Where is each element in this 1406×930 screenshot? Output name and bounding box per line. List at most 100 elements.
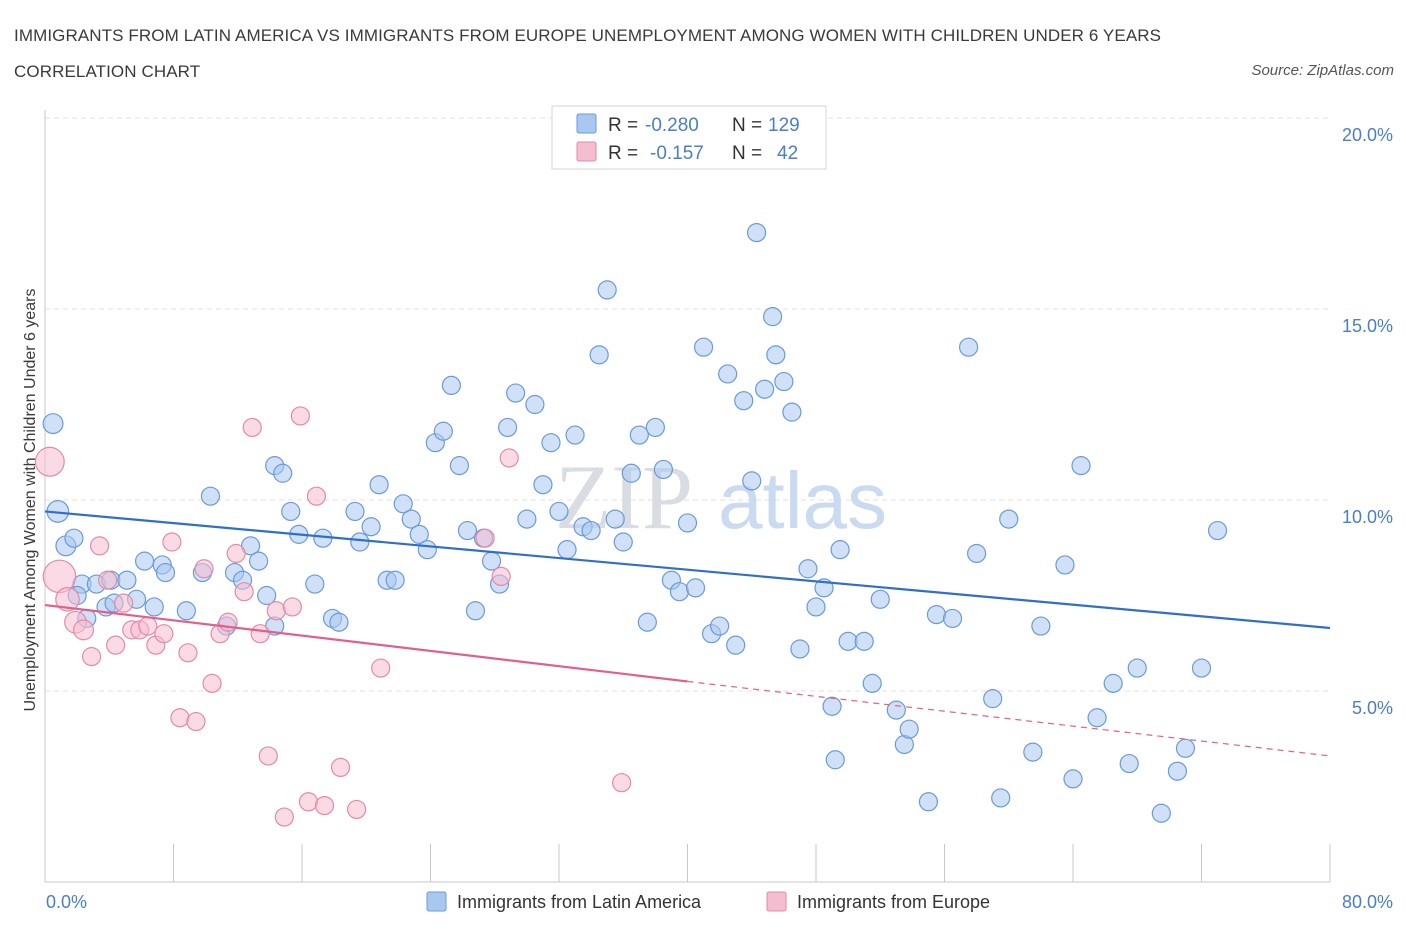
legend-r-label-latin: R = <box>608 115 638 136</box>
latin-america-point-37 <box>361 517 381 537</box>
latin-america-point-19 <box>200 486 221 506</box>
latin-america-point-25 <box>257 585 277 606</box>
latin-america-point-95 <box>822 696 842 716</box>
latin-america-point-106 <box>942 608 963 629</box>
latin-america-point-12 <box>134 551 155 571</box>
latin-america-point-103 <box>899 719 919 739</box>
latin-america-point-17 <box>176 601 196 621</box>
europe-point-12 <box>138 616 158 636</box>
latin-america-point-48 <box>449 456 470 476</box>
latin-america-point-70 <box>629 425 649 445</box>
latin-america-point-71 <box>637 612 657 632</box>
watermark-atlas: atlas <box>718 456 887 545</box>
legend-n-value-latin: 129 <box>768 115 800 136</box>
europe-point-28 <box>266 601 286 621</box>
legend-r-value-latin: -0.280 <box>645 115 699 136</box>
europe-point-16 <box>170 708 190 728</box>
latin-america-point-0 <box>42 413 64 435</box>
latin-america-point-56 <box>517 509 537 529</box>
latin-america-point-58 <box>533 475 553 495</box>
latin-america-point-98 <box>854 631 874 651</box>
latin-america-point-57 <box>525 394 545 415</box>
trend-line-europe-extrapolated <box>687 680 1331 757</box>
latin-america-point-11 <box>117 570 137 590</box>
latin-america-point-34 <box>329 612 349 632</box>
latin-america-point-105 <box>926 604 947 625</box>
latin-america-point-93 <box>806 597 826 617</box>
europe-point-34 <box>314 795 335 816</box>
latin-america-point-78 <box>693 337 714 357</box>
latin-america-point-55 <box>506 383 526 403</box>
europe-point-26 <box>250 624 270 644</box>
trend-lines <box>44 510 1331 757</box>
latin-america-point-111 <box>999 509 1019 529</box>
chart-title: IMMIGRANTS FROM LATIN AMERICA VS IMMIGRA… <box>14 26 1162 81</box>
latin-america-point-120 <box>1127 658 1147 678</box>
x-tick-labels: 0.0% 80.0% <box>46 892 1393 912</box>
europe-point-29 <box>274 807 294 827</box>
europe-point-4 <box>73 619 95 641</box>
x-tick-label-1: 80.0% <box>1342 892 1393 912</box>
europe-point-27 <box>258 746 278 766</box>
y-tick-label-2: 15.0% <box>1342 316 1393 336</box>
bottom-legend-swatch-latin <box>426 891 447 912</box>
latin-america-point-91 <box>790 639 810 659</box>
latin-america-point-82 <box>726 635 746 655</box>
latin-america-point-83 <box>734 391 754 411</box>
latin-america-point-46 <box>433 421 453 441</box>
latin-america-point-124 <box>1191 658 1212 678</box>
europe-point-32 <box>298 792 319 812</box>
latin-america-point-84 <box>742 471 762 491</box>
latin-america-point-85 <box>746 223 767 243</box>
legend-n-label-latin: N = <box>732 115 762 136</box>
latin-america-point-81 <box>718 364 738 384</box>
latin-america-point-123 <box>1175 738 1196 758</box>
bottom-legend: Immigrants from Latin America Immigrants… <box>426 891 990 912</box>
y-tick-label-1: 10.0% <box>1342 507 1393 527</box>
latin-america-point-77 <box>685 578 706 598</box>
latin-america-point-68 <box>613 532 633 552</box>
y-tick-label-3: 20.0% <box>1342 125 1393 145</box>
y-axis-label: Unemployment Among Women with Children U… <box>22 288 39 711</box>
latin-america-point-76 <box>677 513 698 533</box>
latin-america-point-125 <box>1207 520 1228 541</box>
latin-america-point-44 <box>417 540 437 560</box>
europe-point-19 <box>194 559 214 579</box>
latin-america-point-100 <box>870 589 890 609</box>
legend-r-label-europe: R = <box>608 143 638 164</box>
europe-point-30 <box>282 597 302 617</box>
latin-america-point-65 <box>589 345 609 365</box>
watermark: ZIP atlas <box>555 446 887 548</box>
europe-point-14 <box>154 624 174 644</box>
latin-america-point-108 <box>967 543 987 564</box>
latin-america-point-64 <box>581 520 601 541</box>
trend-line-europe <box>44 603 688 683</box>
top-legend: R = -0.280 N = 129 R = -0.157 N = 42 <box>551 105 827 170</box>
latin-america-point-16 <box>155 562 176 583</box>
europe-point-37 <box>371 658 391 678</box>
latin-america-point-3 <box>64 528 84 548</box>
latin-america-point-116 <box>1071 456 1091 476</box>
latin-america-point-31 <box>305 574 325 594</box>
latin-america-point-88 <box>766 345 786 365</box>
europe-point-7 <box>98 570 118 590</box>
europe-point-17 <box>178 643 198 663</box>
latin-america-point-50 <box>465 601 486 621</box>
europe-point-36 <box>347 799 367 820</box>
latin-america-point-59 <box>541 433 561 453</box>
europe-point-2 <box>55 587 80 612</box>
europe-point-9 <box>114 593 134 613</box>
europe-point-23 <box>226 543 246 564</box>
latin-america-point-38 <box>369 475 389 495</box>
trend-line-latin-america <box>44 510 1331 630</box>
legend-swatch-latin <box>576 113 597 134</box>
latin-america-point-109 <box>983 689 1003 709</box>
latin-america-point-121 <box>1151 803 1171 823</box>
europe-point-33 <box>306 486 327 506</box>
gridlines <box>45 117 1330 692</box>
latin-america-point-40 <box>385 570 405 590</box>
latin-america-point-73 <box>653 459 674 480</box>
latin-america-point-43 <box>409 524 429 544</box>
latin-america-point-62 <box>565 425 585 445</box>
europe-point-25 <box>242 417 262 438</box>
